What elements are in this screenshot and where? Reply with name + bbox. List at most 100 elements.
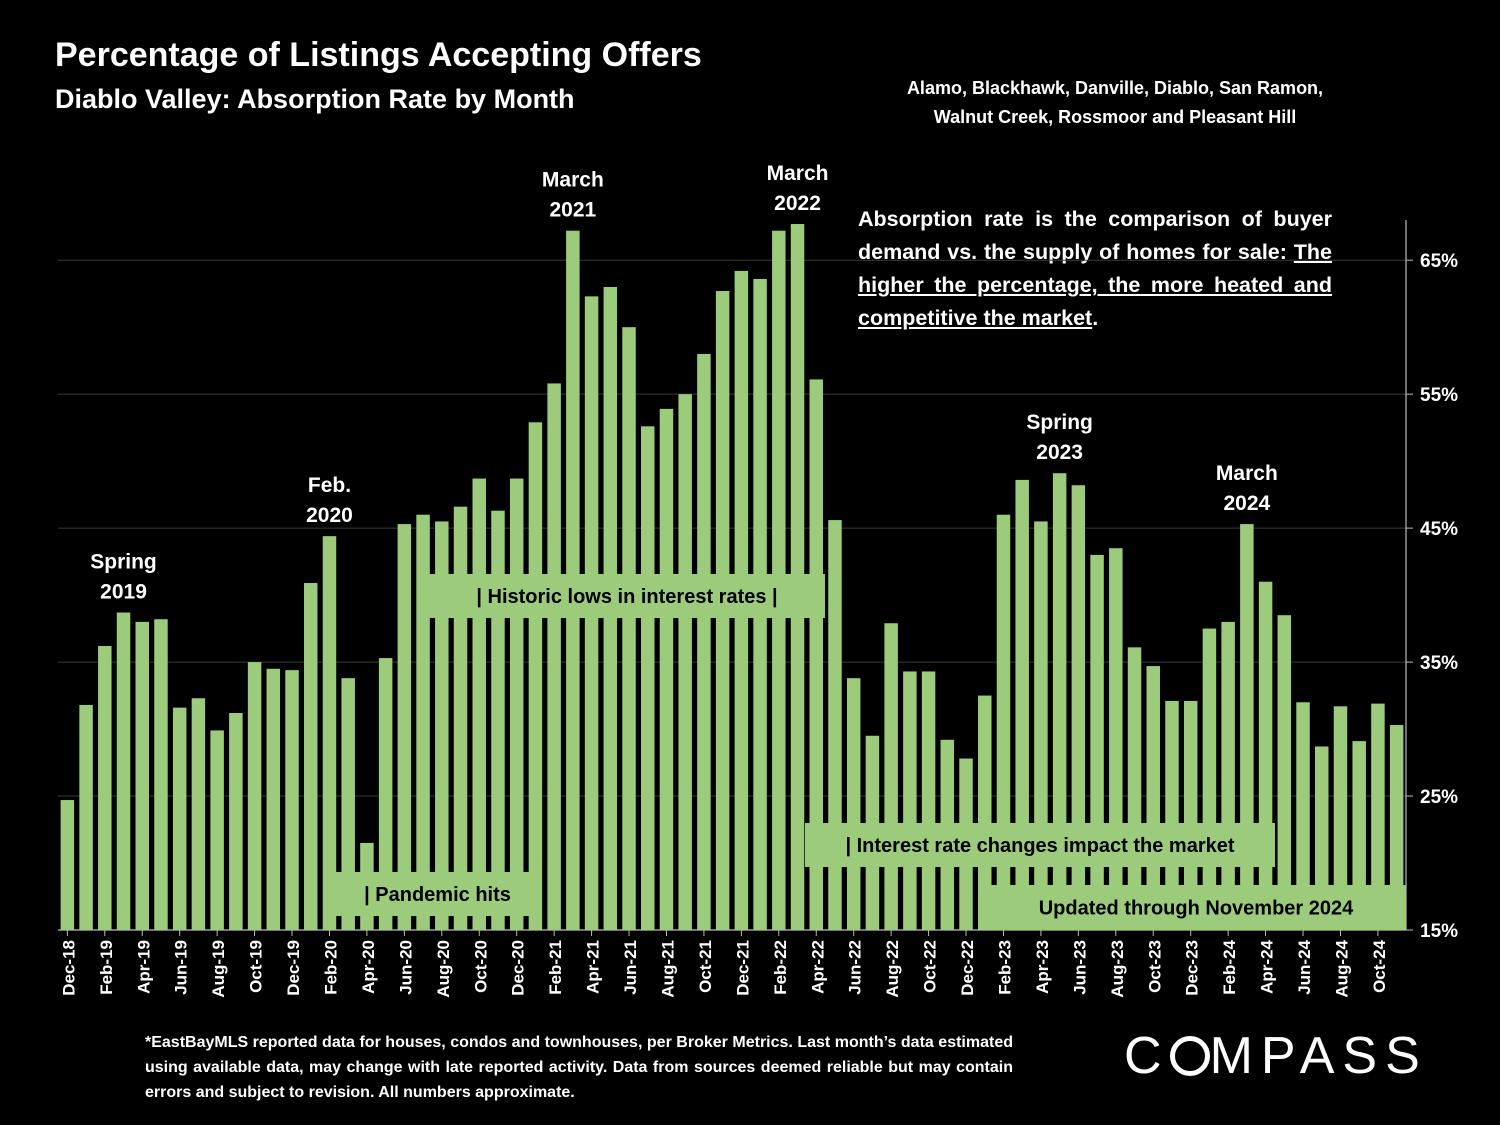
x-tick-label: Dec-21 — [733, 940, 752, 996]
bar — [1371, 703, 1385, 930]
bar — [285, 670, 299, 930]
note-text: | Interest rate changes impact the marke… — [845, 835, 1234, 857]
bar — [1015, 479, 1029, 930]
annotation-line-1: Spring — [1026, 411, 1093, 434]
annotation-line-2: 2021 — [550, 199, 597, 222]
bar — [1202, 628, 1217, 930]
annotation-line-1: Spring — [90, 551, 157, 574]
explanation-end: . — [1092, 306, 1099, 330]
x-tick-label: Dec-23 — [1183, 940, 1202, 996]
bar — [378, 658, 393, 930]
bar — [60, 800, 75, 930]
note-box — [336, 872, 539, 916]
bar — [1052, 473, 1067, 930]
bar — [1165, 700, 1179, 930]
bar — [397, 524, 412, 930]
bar — [210, 730, 224, 930]
bar — [1034, 521, 1048, 930]
annotation-line-1: Feb. — [308, 474, 351, 497]
x-tick-label: Aug-22 — [883, 940, 902, 998]
x-tick-label: Oct-22 — [921, 940, 940, 993]
bar — [1071, 485, 1086, 930]
bar — [678, 394, 692, 930]
y-tick-label: 15% — [1420, 921, 1458, 942]
x-tick-label: Feb-19 — [97, 940, 116, 995]
bar — [828, 520, 842, 930]
x-tick-label: Jun-19 — [172, 940, 191, 995]
x-tick-label: Apr-24 — [1258, 939, 1277, 993]
bar — [322, 536, 337, 930]
annotation-line-1: March — [767, 162, 829, 185]
bar — [978, 695, 992, 930]
bar — [1352, 741, 1366, 930]
x-tick-label: Oct-24 — [1370, 939, 1389, 992]
bar — [1315, 746, 1329, 930]
note-text: | Historic lows in interest rates | — [476, 586, 777, 608]
x-tick-label: Feb-22 — [771, 940, 790, 995]
bar — [697, 353, 711, 930]
bar — [903, 671, 917, 930]
x-tick-label: Aug-21 — [658, 940, 677, 998]
bar — [98, 646, 112, 930]
bar — [1333, 706, 1348, 930]
annotation-line-1: March — [542, 169, 604, 192]
bar — [304, 583, 318, 930]
bar — [172, 707, 187, 930]
regions-text: Alamo, Blackhawk, Danville, Diablo, San … — [880, 74, 1350, 132]
bar — [996, 514, 1011, 930]
x-tick-label: Jun-22 — [846, 940, 865, 995]
bar — [341, 678, 355, 930]
x-tick-label: Apr-21 — [584, 940, 603, 994]
bar — [809, 379, 823, 930]
x-tick-label: Jun-20 — [396, 940, 415, 995]
x-tick-label: Dec-19 — [284, 940, 303, 996]
logo-rest: MPASS — [1209, 1027, 1428, 1085]
bar — [472, 478, 486, 930]
note-text: Updated through November 2024 — [1039, 898, 1354, 920]
x-tick-label: Apr-23 — [1033, 940, 1052, 994]
x-tick-label: Jun-23 — [1070, 940, 1089, 995]
bar — [247, 662, 262, 930]
annotation-line-2: 2023 — [1036, 441, 1083, 464]
x-tick-label: Oct-19 — [247, 940, 266, 993]
x-tick-label: Aug-24 — [1332, 939, 1351, 997]
bar — [641, 426, 655, 930]
note-box — [986, 885, 1406, 930]
bar — [1296, 702, 1310, 930]
chart-title: Percentage of Listings Accepting Offers — [55, 36, 702, 74]
y-tick-label: 25% — [1420, 787, 1458, 808]
bar — [1258, 581, 1273, 930]
regions-line-2: Walnut Creek, Rossmoor and Pleasant Hill — [933, 107, 1297, 127]
y-tick-label: 65% — [1420, 251, 1458, 272]
y-tick-label: 35% — [1420, 653, 1458, 674]
y-tick-label: 45% — [1420, 519, 1458, 540]
x-tick-label: Feb-21 — [546, 940, 565, 995]
bar — [509, 478, 524, 930]
bar — [884, 623, 898, 930]
bar — [116, 612, 131, 930]
note-box — [429, 574, 825, 618]
x-tick-label: Apr-19 — [134, 940, 153, 994]
x-tick-label: Apr-20 — [359, 940, 378, 994]
bar — [1240, 524, 1254, 930]
bar — [79, 704, 93, 930]
x-tick-label: Aug-23 — [1108, 940, 1127, 998]
bar — [1109, 548, 1123, 930]
x-tick-label: Dec-18 — [59, 940, 78, 996]
x-tick-label: Feb-20 — [321, 940, 340, 995]
annotation-line-2: 2024 — [1224, 492, 1271, 515]
bar — [1183, 700, 1198, 930]
note-box — [805, 823, 1275, 867]
x-tick-label: Jun-24 — [1295, 939, 1314, 994]
bar — [528, 422, 543, 930]
x-tick-label: Aug-20 — [434, 940, 453, 998]
x-tick-label: Dec-20 — [509, 940, 528, 996]
x-tick-label: Jun-21 — [621, 940, 640, 995]
bar — [266, 668, 281, 930]
annotation-line-2: 2020 — [306, 504, 353, 527]
annotation-line-2: 2019 — [100, 581, 147, 604]
x-tick-label: Feb-24 — [1220, 939, 1239, 994]
bar — [135, 621, 149, 930]
x-tick-label: Oct-20 — [471, 940, 490, 993]
